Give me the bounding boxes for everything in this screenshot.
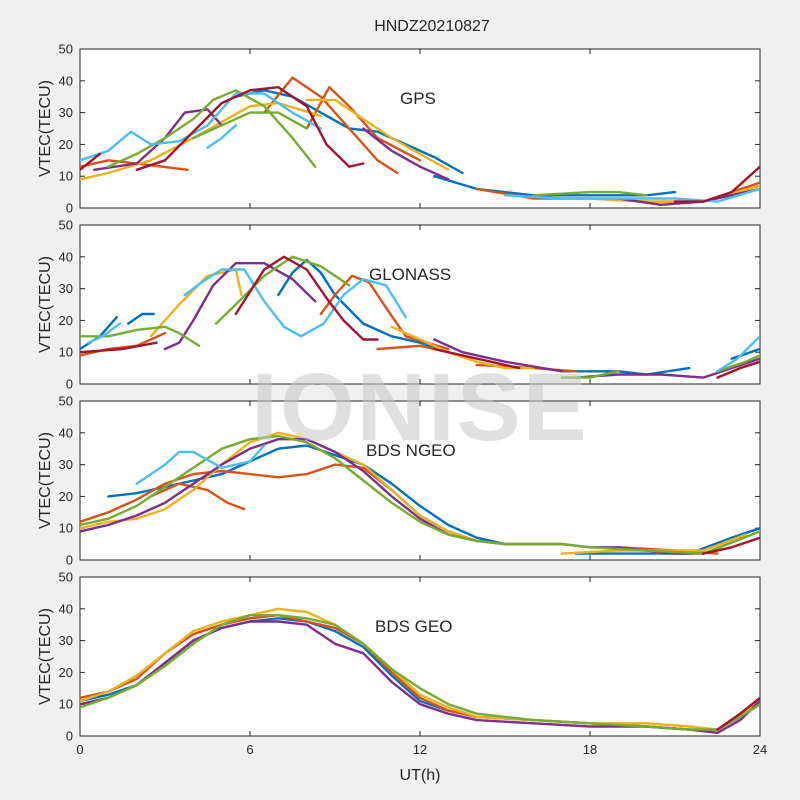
series-line: [80, 614, 760, 731]
series-line: [532, 190, 648, 197]
x-tick-label: 0: [76, 742, 83, 757]
panel-3: 0 10 20 30 40 50 0 6 12 18 24 BDS GEO VTEC(TECU): [37, 570, 767, 758]
series-group: [80, 255, 760, 379]
x-tick-label: 6: [246, 742, 253, 757]
series-line: [433, 338, 563, 373]
series-line: [617, 187, 760, 207]
y-tick-label: 20: [59, 665, 73, 680]
panel-label: GPS: [400, 89, 436, 108]
series-line: [716, 696, 760, 731]
series-line: [206, 124, 238, 149]
panel-label: BDS GEO: [375, 617, 452, 636]
series-line: [214, 255, 351, 325]
x-tick-label: 12: [413, 742, 427, 757]
series-line: [263, 76, 399, 175]
series-line: [163, 262, 317, 351]
y-tick-label: 0: [66, 377, 73, 392]
series-line: [135, 85, 365, 172]
series-line: [503, 187, 760, 203]
series-line: [192, 111, 308, 140]
y-tick-label: 30: [59, 105, 73, 120]
panel-label: BDS NGEO: [366, 441, 456, 460]
y-axis-label: VTEC(TECU): [37, 432, 54, 529]
series-line: [234, 255, 379, 341]
y-tick-label: 20: [59, 313, 73, 328]
series-line: [673, 165, 760, 203]
panel-label: GLONASS: [369, 265, 451, 284]
series-line: [702, 536, 760, 555]
y-tick-label: 20: [59, 137, 73, 152]
series-line: [560, 370, 620, 379]
y-tick-label: 40: [59, 73, 73, 88]
y-tick-label: 40: [59, 601, 73, 616]
figure-title: HNDZ20210827: [374, 18, 490, 35]
series-line: [560, 533, 747, 555]
y-tick-label: 20: [59, 489, 73, 504]
y-tick-label: 50: [59, 394, 73, 409]
series-group: [80, 607, 760, 734]
panels: 0 10 20 30 40 50 GPS VTEC(TECU) 0 10 20 30 40 50 GLONA…: [37, 42, 767, 758]
series-group: [80, 76, 760, 207]
series-line: [80, 341, 158, 354]
y-axis-label: VTEC(TECU): [37, 80, 54, 177]
series-line: [716, 360, 760, 379]
y-tick-label: 40: [59, 249, 73, 264]
series-line: [716, 354, 760, 373]
series-line: [730, 347, 760, 360]
series-line: [80, 152, 102, 172]
series-line: [716, 335, 760, 373]
y-tick-label: 0: [66, 729, 73, 744]
y-tick-label: 40: [59, 425, 73, 440]
y-tick-label: 10: [59, 521, 73, 536]
series-line: [305, 98, 450, 172]
series-line: [80, 434, 760, 555]
y-tick-label: 0: [66, 553, 73, 568]
y-tick-label: 50: [59, 42, 73, 57]
y-tick-label: 50: [59, 570, 73, 585]
series-line: [126, 312, 155, 325]
y-tick-label: 0: [66, 201, 73, 216]
series-line: [390, 325, 535, 370]
y-tick-label: 30: [59, 457, 73, 472]
series-line: [80, 101, 322, 181]
plot-area: [79, 48, 761, 209]
series-line: [87, 322, 121, 344]
series-line: [319, 274, 450, 351]
y-tick-label: 50: [59, 218, 73, 233]
series-line: [149, 268, 243, 338]
x-tick-label: 18: [583, 742, 597, 757]
series-line: [135, 444, 266, 485]
series-line: [433, 347, 521, 370]
panel-2: 0 10 20 30 40 50 BDS NGEO VTEC(TECU): [37, 394, 761, 568]
plot-area: [79, 576, 761, 737]
x-tick-label: 24: [753, 742, 767, 757]
series-line: [433, 174, 677, 197]
series-group: [80, 431, 760, 555]
y-tick-label: 10: [59, 169, 73, 184]
series-line: [107, 444, 563, 546]
series-line: [560, 366, 691, 376]
x-axis-label: UT(h): [400, 767, 441, 784]
y-tick-label: 30: [59, 633, 73, 648]
panel-0: 0 10 20 30 40 50 GPS VTEC(TECU): [37, 42, 761, 216]
watermark: IONISE: [251, 354, 588, 461]
series-line: [92, 108, 223, 172]
y-tick-label: 10: [59, 345, 73, 360]
series-line: [149, 482, 246, 511]
y-tick-label: 10: [59, 697, 73, 712]
y-tick-label: 30: [59, 281, 73, 296]
series-line: [362, 127, 450, 181]
plot-area: [79, 224, 761, 385]
panel-1: 0 10 20 30 40 50 GLONASS VTEC(TECU): [37, 218, 761, 392]
series-line: [80, 159, 189, 172]
series-line: [183, 268, 407, 338]
y-axis-label: VTEC(TECU): [37, 608, 54, 705]
y-axis-label: VTEC(TECU): [37, 256, 54, 353]
series-line: [107, 89, 317, 168]
